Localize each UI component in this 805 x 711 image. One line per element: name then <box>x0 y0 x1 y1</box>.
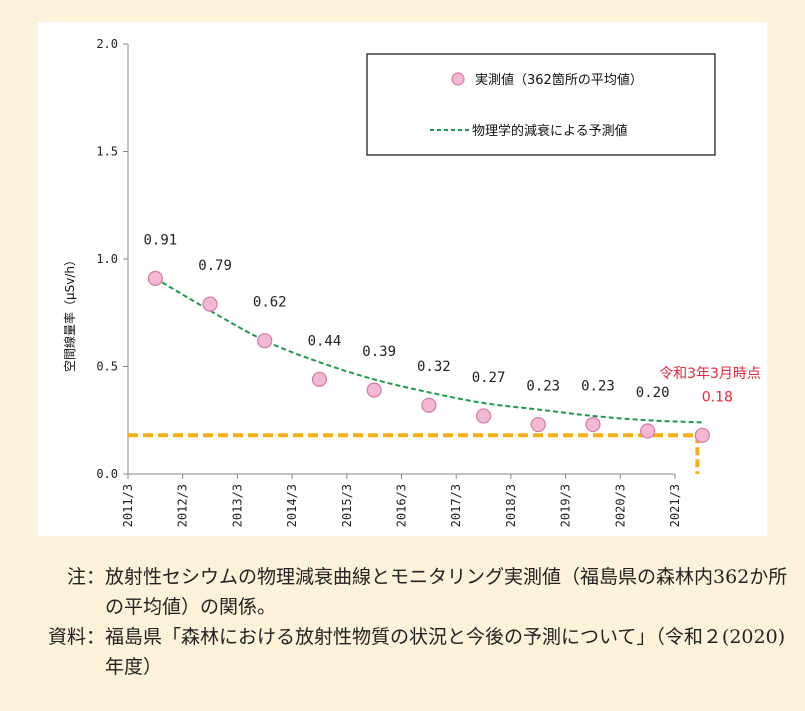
y-tick-labels: 0.0 0.5 1.0 1.5 2.0 <box>96 37 118 481</box>
x-tick-labels: 2011/3 2012/3 2013/3 2014/3 2015/3 2016/3 2017… <box>121 484 682 527</box>
data-label: 0.44 <box>308 333 342 349</box>
legend-label-measured: 実測値（362箇所の平均値） <box>475 72 643 88</box>
data-label: 0.27 <box>472 370 506 386</box>
measured-point <box>366 382 382 398</box>
legend-label-prediction: 物理学的減衰による予測値 <box>472 123 628 139</box>
y-tick-label: 1.5 <box>96 145 118 159</box>
legend-marker-measured <box>451 72 465 86</box>
legend: 実測値（362箇所の平均値） 物理学的減衰による予測値 <box>366 53 716 156</box>
legend-box <box>366 53 716 156</box>
source-row: 資料： 福島県「森林における放射性物質の状況と今後の予測について」（令和２(20… <box>20 622 790 682</box>
measured-point <box>147 270 163 286</box>
data-labels-group: 0.91 0.79 0.62 0.44 0.39 0.32 0.27 0.23 0.23 0.20… <box>143 232 732 405</box>
x-tick-label: 2021/3 <box>668 484 682 527</box>
measured-point <box>640 423 656 439</box>
measured-point <box>475 408 492 424</box>
data-label: 0.62 <box>253 295 287 311</box>
data-label: 0.20 <box>636 385 670 401</box>
measured-point <box>585 416 601 433</box>
data-label: 0.91 <box>143 232 177 248</box>
prediction-curve-group <box>154 277 703 424</box>
measured-point <box>421 397 437 413</box>
measured-point <box>202 296 218 312</box>
y-axis-label: 空間線量率（μSv/h） <box>62 254 77 372</box>
note-row: 注： 放射性セシウムの物理減衰曲線とモニタリング実測値（福島県の森林内362か所… <box>20 562 790 622</box>
source-text: 福島県「森林における放射性物質の状況と今後の予測について」（令和２(2020)年… <box>105 626 786 678</box>
measured-point <box>257 333 273 349</box>
chart-panel: 2011/3 2012/3 2013/3 2014/3 2015/3 2016/3 2017… <box>38 22 767 536</box>
source-label: 資料： <box>47 626 105 648</box>
y-tick-label: 2.0 <box>96 37 118 51</box>
prediction-curve <box>154 277 703 424</box>
measured-point <box>311 371 328 387</box>
annotation-label: 令和3年3月時点 <box>659 366 761 382</box>
data-label: 0.23 <box>526 379 560 395</box>
measured-points-group <box>147 270 710 443</box>
axes <box>123 43 676 479</box>
data-label: 0.79 <box>198 258 232 274</box>
x-tick-label: 2019/3 <box>559 484 573 527</box>
note-text: 放射性セシウムの物理減衰曲線とモニタリング実測値（福島県の森林内362か所の平均… <box>105 566 788 618</box>
note-label: 注： <box>66 566 105 588</box>
measured-point <box>694 427 710 443</box>
measured-point <box>530 416 546 433</box>
x-tick-label: 2013/3 <box>230 484 244 527</box>
chart-svg: 2011/3 2012/3 2013/3 2014/3 2015/3 2016/3 2017… <box>62 37 761 527</box>
data-label: 0.18 <box>702 389 733 405</box>
x-tick-label: 2012/3 <box>176 484 190 527</box>
x-tick-label: 2018/3 <box>504 484 518 527</box>
data-label: 0.23 <box>581 379 615 395</box>
data-label: 0.39 <box>362 344 396 360</box>
x-tick-label: 2016/3 <box>395 484 409 527</box>
x-tick-label: 2011/3 <box>121 484 135 527</box>
y-tick-label: 0.5 <box>96 360 118 374</box>
x-tick-label: 2014/3 <box>285 484 299 527</box>
x-tick-label: 2020/3 <box>613 484 627 527</box>
reference-line-group <box>128 433 703 474</box>
x-tick-label: 2017/3 <box>449 484 463 527</box>
data-label: 0.32 <box>417 359 451 375</box>
notes: 注： 放射性セシウムの物理減衰曲線とモニタリング実測値（福島県の森林内362か所… <box>20 562 790 682</box>
y-tick-label: 1.0 <box>96 252 118 266</box>
x-tick-label: 2015/3 <box>340 484 354 527</box>
y-tick-label: 0.0 <box>96 467 118 481</box>
